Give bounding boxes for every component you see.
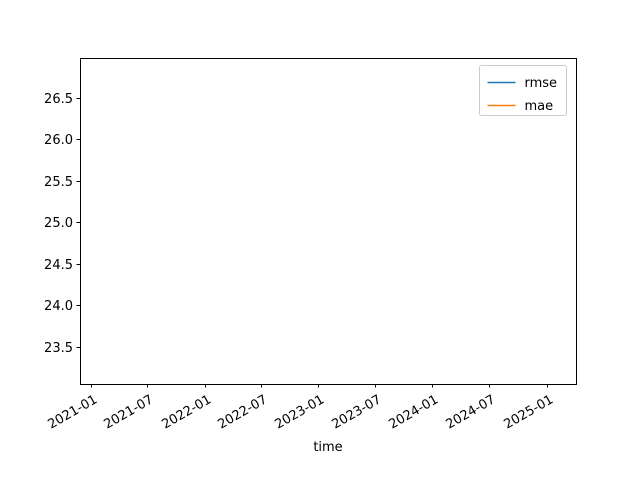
x-axis-label: time — [313, 440, 342, 455]
y-axis: 23.5 24.0 24.5 25.0 25.5 26.0 26.5 — [44, 92, 80, 356]
legend-label-mae: mae — [525, 99, 554, 114]
y-tick-label: 25.5 — [44, 175, 73, 190]
y-tick-label: 26.0 — [44, 133, 73, 148]
y-tick-label: 26.5 — [44, 92, 73, 107]
legend-label-rmse: rmse — [525, 76, 558, 91]
legend: rmse mae — [479, 65, 567, 116]
legend-box — [479, 65, 567, 116]
y-tick-label: 24.0 — [44, 299, 73, 314]
y-tick-label: 24.5 — [44, 258, 73, 273]
y-tick-label: 23.5 — [44, 341, 73, 356]
axes-frame — [80, 58, 577, 385]
y-tick-label: 25.0 — [44, 216, 73, 231]
